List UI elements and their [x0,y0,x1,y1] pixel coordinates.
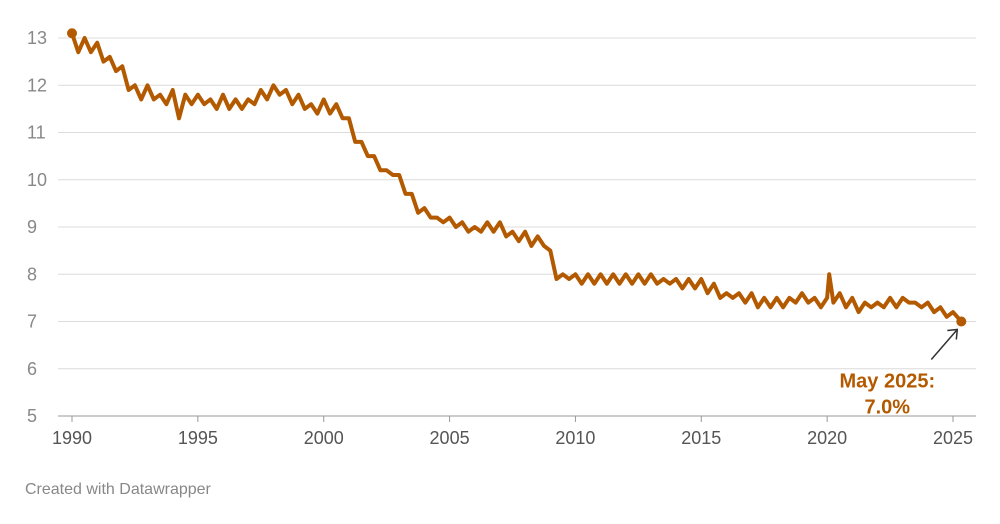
y-tick-label: 5 [27,406,37,426]
y-tick-label: 9 [27,217,37,237]
x-tick-label: 2000 [304,428,344,448]
x-tick-label: 2005 [430,428,470,448]
annotation-label-line2: 7.0% [865,397,911,419]
x-tick-label: 1990 [52,428,92,448]
y-tick-label: 7 [27,312,37,332]
credit-footer: Created with Datawrapper [25,481,211,498]
y-tick-label: 8 [27,264,37,284]
annotation-arrow [930,329,958,360]
x-tick-label: 2025 [933,428,973,448]
annotation: May 2025: 7.0% [839,328,959,419]
annotation-label-line1: May 2025: [839,371,935,393]
x-tick-label: 2020 [807,428,847,448]
y-axis-ticks: 5 6 7 8 9 10 11 12 13 [27,28,47,426]
gridlines [58,37,976,417]
y-tick-label: 10 [27,170,47,190]
series-layer [67,28,967,327]
y-tick-label: 11 [27,123,46,143]
y-tick-label: 12 [27,75,47,95]
x-axis-ticks: 1990 1995 2000 2005 2010 2015 2020 2025 [52,416,973,448]
y-tick-label: 13 [27,28,47,48]
start-point-marker [67,28,77,39]
y-tick-label: 6 [27,359,37,379]
x-tick-label: 2015 [681,428,721,448]
x-tick-label: 2010 [555,428,595,448]
x-tick-label: 1995 [178,428,218,448]
line-chart: 5 6 7 8 9 10 11 12 13 1990 1995 2000 2005 2010 2015 20… [27,28,976,448]
annotation-arrowhead [947,328,959,340]
end-point-marker [956,316,967,327]
series-line [70,31,964,324]
